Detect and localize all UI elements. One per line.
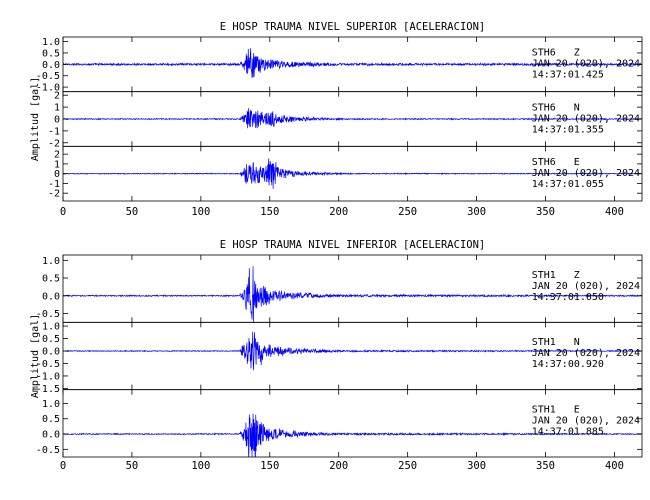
station-time: 14:37:01.885 [532, 427, 604, 438]
y-tick-label: 0.5 [42, 48, 60, 59]
y-tick-label: -0.5 [36, 445, 60, 456]
seismic-trace [63, 108, 642, 129]
station-component: Z [574, 48, 580, 59]
x-tick-label: 50 [126, 460, 139, 472]
panel-frame [62, 389, 643, 458]
station-name: STH6 [532, 48, 556, 59]
x-tick-label: 250 [398, 206, 417, 218]
station-name: STH6 [532, 102, 556, 113]
x-tick-label: 300 [467, 460, 486, 472]
station-time: 14:37:01.425 [532, 70, 604, 81]
y-tick-label: 1.0 [42, 322, 60, 333]
x-tick-label: 200 [329, 206, 348, 218]
y-tick-label: -0.5 [36, 71, 60, 82]
y-tick-label: 1 [54, 103, 60, 114]
seismic-trace [63, 48, 642, 79]
y-tick-label: 0.5 [42, 274, 60, 285]
seismic-trace [63, 266, 642, 323]
x-tick-label: 350 [536, 206, 555, 218]
chart-title: E HOSP TRAUMA NIVEL INFERIOR [ACELERACIO… [220, 239, 486, 251]
station-component: E [574, 157, 580, 168]
y-axis-label: Amplitud [gal] [30, 77, 41, 161]
y-tick-label: 2 [54, 91, 60, 102]
station-name: STH1 [532, 337, 556, 348]
station-time: 14:37:00.920 [532, 359, 604, 370]
y-tick-label: 0.0 [42, 60, 60, 71]
y-tick-label: 0.0 [42, 347, 60, 358]
station-label: STH1 E [532, 405, 580, 416]
y-tick-label: 1.0 [42, 37, 60, 48]
y-tick-label: 0 [54, 115, 60, 126]
y-tick-label: 1.0 [42, 399, 60, 410]
x-tick-label: 100 [191, 206, 210, 218]
y-tick-label: -2 [48, 138, 60, 149]
y-tick-label: -1.0 [36, 371, 60, 382]
station-date: JAN 20 (020), 2024 [532, 348, 640, 359]
y-tick-label: -1.0 [36, 83, 60, 94]
station-label: STH6 Z [532, 48, 580, 59]
station-time: 14:37:01.050 [532, 292, 604, 303]
x-tick-label: 400 [605, 206, 624, 218]
y-tick-label: 0.5 [42, 414, 60, 425]
station-date: JAN 20 (020), 2024 [532, 113, 640, 124]
station-name: STH1 [532, 405, 556, 416]
station-component: Z [574, 270, 580, 281]
y-tick-label: 0 [54, 169, 60, 180]
seismic-trace [63, 413, 642, 457]
x-tick-label: 0 [60, 460, 66, 472]
x-tick-label: 150 [260, 460, 279, 472]
y-tick-label: -1.5 [36, 384, 60, 395]
station-component: E [574, 405, 580, 416]
station-name: STH1 [532, 270, 556, 281]
y-tick-label: 1.0 [42, 256, 60, 267]
station-label: STH6 E [532, 157, 580, 168]
x-tick-label: 50 [126, 206, 139, 218]
station-time: 14:37:01.355 [532, 124, 604, 135]
y-tick-label: 0.0 [42, 291, 60, 302]
station-name: STH6 [532, 157, 556, 168]
x-tick-label: 200 [329, 460, 348, 472]
station-label: STH6 N [532, 102, 580, 113]
x-tick-label: 0 [60, 206, 66, 218]
station-label: STH1 N [532, 337, 580, 348]
x-tick-label: 100 [191, 460, 210, 472]
y-tick-label: 0.5 [42, 334, 60, 345]
y-tick-label: 1 [54, 159, 60, 170]
chart-title: E HOSP TRAUMA NIVEL SUPERIOR [ACELERACIO… [220, 21, 486, 33]
x-tick-label: 250 [398, 460, 417, 472]
seismic-trace [63, 158, 642, 189]
station-date: JAN 20 (020), 2024 [532, 59, 640, 70]
y-tick-label: -1 [48, 126, 60, 137]
station-date: JAN 20 (020), 2024 [532, 281, 640, 292]
x-tick-label: 150 [260, 206, 279, 218]
station-date: JAN 20 (020), 2024 [532, 168, 640, 179]
x-tick-label: 300 [467, 206, 486, 218]
station-component: N [574, 102, 580, 113]
x-tick-label: 400 [605, 460, 624, 472]
x-tick-label: 350 [536, 460, 555, 472]
station-time: 14:37:01.055 [532, 179, 604, 190]
y-tick-label: -2 [48, 189, 60, 200]
station-date: JAN 20 (020), 2024 [532, 416, 640, 427]
station-label: STH1 Z [532, 270, 580, 281]
station-component: N [574, 337, 580, 348]
y-tick-label: -0.5 [36, 309, 60, 320]
y-axis-label: Amplitud [gal] [30, 314, 41, 398]
y-tick-label: 0.0 [42, 430, 60, 441]
seismic-trace [63, 331, 642, 371]
y-tick-label: -0.5 [36, 359, 60, 370]
y-tick-label: 2 [54, 150, 60, 161]
y-tick-label: -1 [48, 179, 60, 190]
